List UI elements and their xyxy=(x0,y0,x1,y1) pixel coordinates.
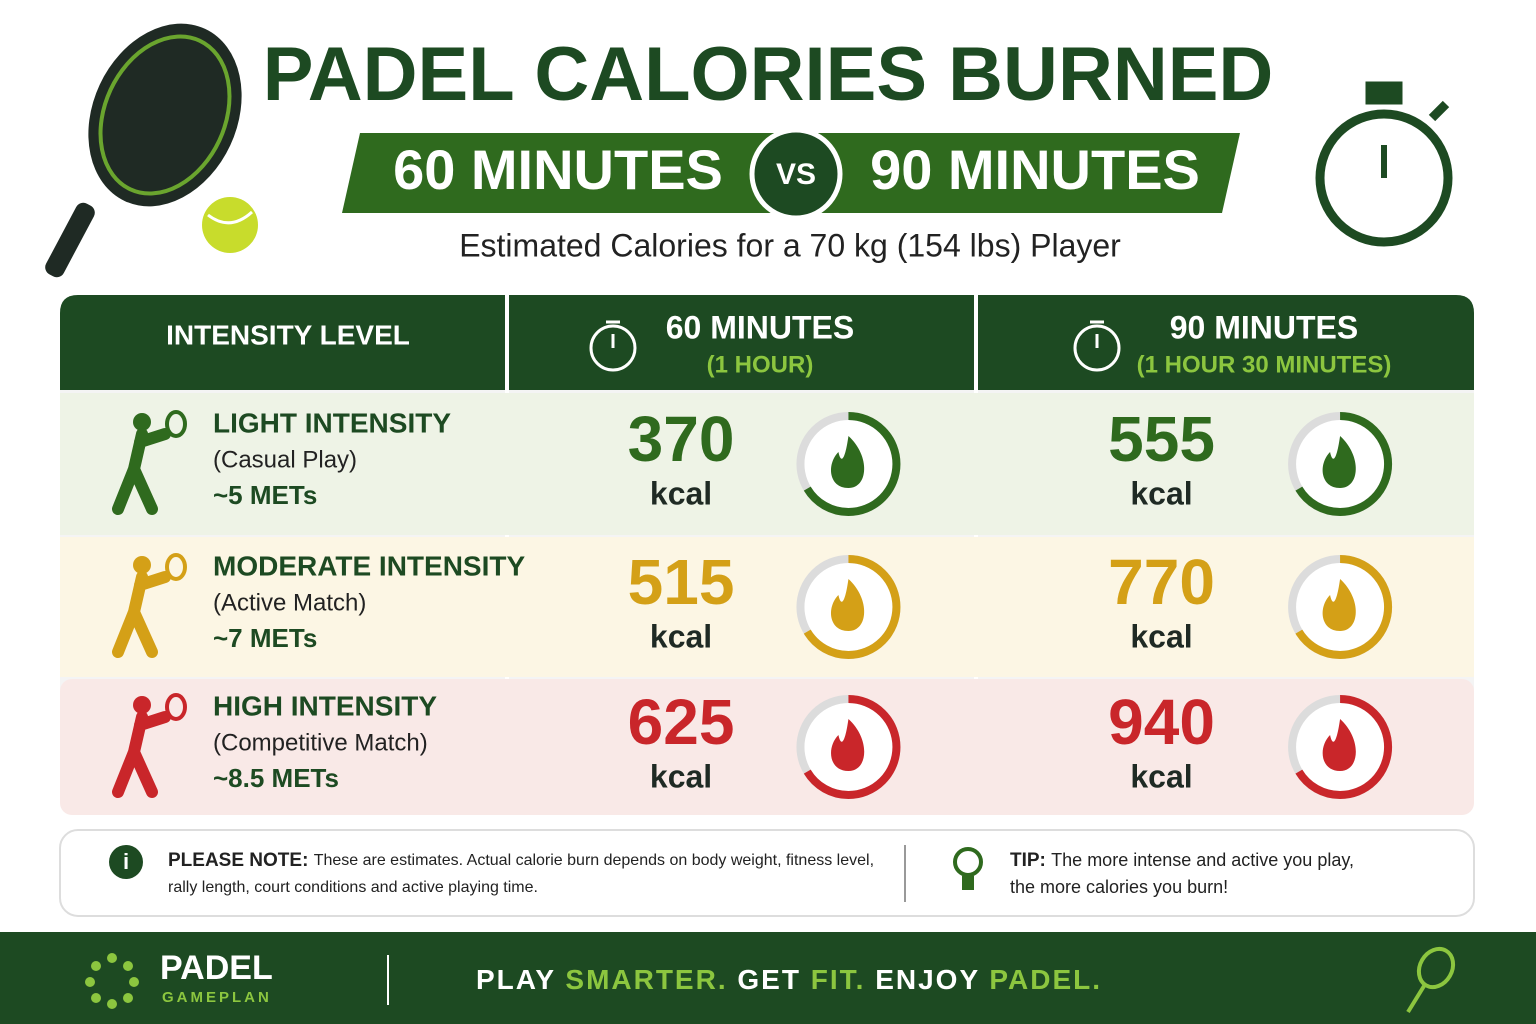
column-header: INTENSITY LEVEL xyxy=(166,319,410,350)
intensity-name: MODERATE INTENSITY xyxy=(213,550,525,581)
intensity-desc: (Active Match) xyxy=(213,589,366,616)
timer-icon xyxy=(1073,320,1121,372)
intensity-desc: (Competitive Match) xyxy=(213,729,428,756)
player-head xyxy=(133,413,151,431)
slogan-word: FIT. xyxy=(811,964,866,995)
info-icon xyxy=(109,845,143,879)
slogan-word: SMARTER. xyxy=(565,964,727,995)
brand-name: PADEL xyxy=(160,949,273,987)
intensity-desc: (Casual Play) xyxy=(213,446,357,473)
intensity-mets: ~5 METs xyxy=(213,480,317,510)
column-subheader: (1 HOUR 30 MINUTES) xyxy=(1137,351,1392,378)
player-body xyxy=(112,571,171,658)
calorie-unit: kcal xyxy=(1130,758,1192,794)
slogan-word: ENJOY xyxy=(875,964,979,995)
player-icon xyxy=(112,553,187,658)
calorie-unit: kcal xyxy=(650,475,712,511)
flame-ring-arc xyxy=(1288,695,1393,799)
player-racket xyxy=(165,410,187,438)
title: PADEL CALORIES BURNED xyxy=(263,32,1274,117)
intensity-name: HIGH INTENSITY xyxy=(213,690,437,721)
calorie-value: 515 xyxy=(628,546,735,618)
player-head xyxy=(133,696,151,714)
slogan-word: GET xyxy=(737,964,801,995)
note-label: PLEASE NOTE: xyxy=(168,850,308,871)
info-glyph: i xyxy=(123,849,129,874)
flame-icon xyxy=(1322,436,1356,488)
timer-icon xyxy=(589,320,637,372)
player-body xyxy=(112,428,171,515)
calorie-value: 940 xyxy=(1108,686,1215,758)
banner-left: 60 MINUTES xyxy=(393,138,723,201)
intensity-mets: ~8.5 METs xyxy=(213,763,339,793)
tip-text: The more intense and active you play, xyxy=(1051,850,1354,870)
flame-ring-arc xyxy=(796,412,901,516)
tip-line: TIP: The more intense and active you pla… xyxy=(1010,850,1354,871)
calorie-value: 770 xyxy=(1108,546,1215,618)
calorie-unit: kcal xyxy=(650,618,712,654)
column-header: 60 MINUTES xyxy=(666,309,854,345)
calorie-value: 555 xyxy=(1108,403,1215,475)
racket-icon xyxy=(45,23,258,278)
column-header: 90 MINUTES xyxy=(1170,309,1358,345)
note-text: These are estimates. Actual calorie burn… xyxy=(314,852,874,869)
row-background xyxy=(60,537,1474,677)
note-line: PLEASE NOTE: These are estimates. Actual… xyxy=(168,850,874,871)
player-icon xyxy=(112,410,187,515)
flame-ring-arc xyxy=(796,695,901,799)
slogan-word: PADEL. xyxy=(989,964,1102,995)
row-background xyxy=(60,393,1474,535)
vs-text: VS xyxy=(776,158,816,191)
note-box xyxy=(59,829,1475,917)
column-subheader: (1 HOUR) xyxy=(707,351,814,378)
player-head xyxy=(133,556,151,574)
player-racket xyxy=(165,693,187,721)
tip-label: TIP: xyxy=(1010,850,1046,871)
slogan-word: PLAY xyxy=(476,964,556,995)
flame-icon xyxy=(831,579,865,631)
flame-icon xyxy=(1322,719,1356,771)
flame-icon xyxy=(831,719,865,771)
row-background xyxy=(60,679,1474,815)
note-text: rally length, court conditions and activ… xyxy=(168,879,538,896)
vs-badge xyxy=(749,127,843,221)
player-racket xyxy=(165,553,187,581)
banner-right: 90 MINUTES xyxy=(870,138,1200,201)
calorie-unit: kcal xyxy=(1130,475,1192,511)
intensity-name: LIGHT INTENSITY xyxy=(213,407,451,438)
flame-ring-arc xyxy=(1288,555,1393,659)
calorie-unit: kcal xyxy=(1130,618,1192,654)
calorie-value: 370 xyxy=(628,403,735,475)
brand-logo xyxy=(85,953,139,1009)
flame-ring-arc xyxy=(796,555,901,659)
calorie-value: 625 xyxy=(628,686,735,758)
brand-sub: GAMEPLAN xyxy=(162,989,272,1006)
flame-icon xyxy=(831,436,865,488)
footer xyxy=(0,932,1536,1024)
player-icon xyxy=(112,693,187,798)
flame-ring-arc xyxy=(1288,412,1393,516)
calorie-unit: kcal xyxy=(650,758,712,794)
bulb-icon xyxy=(953,847,983,890)
footer-racket xyxy=(1406,946,1456,1014)
tip-text: the more calories you burn! xyxy=(1010,877,1228,897)
slogan: PLAY SMARTER. GET FIT. ENJOY PADEL. xyxy=(476,964,1102,995)
flame-icon xyxy=(1322,579,1356,631)
stopwatch-icon xyxy=(1315,81,1453,247)
table-header xyxy=(60,295,1474,390)
subtitle: Estimated Calories for a 70 kg (154 lbs)… xyxy=(459,227,1121,263)
player-body xyxy=(112,711,171,798)
intensity-mets: ~7 METs xyxy=(213,623,317,653)
